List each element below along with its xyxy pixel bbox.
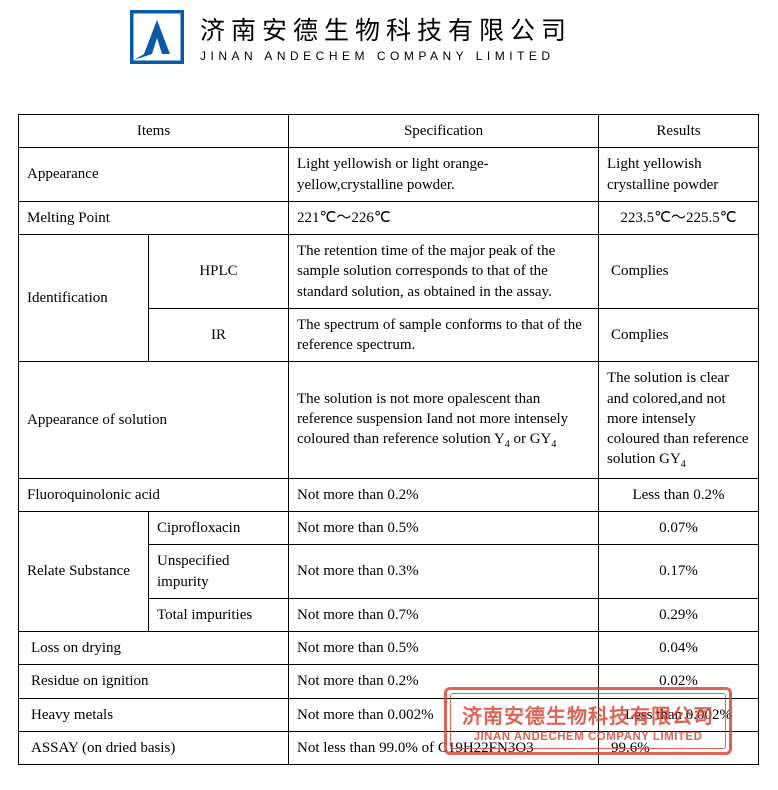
cell-spec: 221℃～226℃ [289, 201, 599, 234]
specification-table: Items Specification Results Appearance L… [18, 114, 759, 765]
company-logo [130, 10, 184, 64]
cell-result: 0.07% [599, 512, 759, 545]
cell-item: Residue on ignition [19, 665, 289, 698]
cell-item: Identification [19, 235, 149, 362]
cell-result: Light yellowish crystalline powder [599, 148, 759, 202]
cell-item: Appearance of solution [19, 362, 289, 479]
cell-result: 223.5℃～225.5℃ [599, 201, 759, 234]
cell-spec: Not more than 0.002% [289, 698, 599, 731]
company-name-en: JINAN ANDECHEM COMPANY LIMITED [200, 49, 572, 63]
header-items: Items [19, 115, 289, 148]
cell-item: Relate Substance [19, 512, 149, 632]
cell-spec: Not more than 0.2% [289, 665, 599, 698]
cell-result: Less than 0.2% [599, 478, 759, 511]
row-heavy-metals: Heavy metals Not more than 0.002% Less t… [19, 698, 759, 731]
row-melting-point: Melting Point 221℃～226℃ 223.5℃～225.5℃ [19, 201, 759, 234]
cell-item: Fluoroquinolonic acid [19, 478, 289, 511]
cell-spec: Not more than 0.5% [289, 512, 599, 545]
cell-sub-item: IR [149, 308, 289, 362]
header-specification: Specification [289, 115, 599, 148]
cell-spec: The solution is not more opalescent than… [289, 362, 599, 479]
company-header: 济南安德生物科技有限公司 JINAN ANDECHEM COMPANY LIMI… [0, 0, 778, 84]
row-identification-hplc: Identification HPLC The retention time o… [19, 235, 759, 309]
cell-result: The solution is clear and colored,and no… [599, 362, 759, 479]
cell-result: Less than 0.002% [599, 698, 759, 731]
row-assay: ASSAY (on dried basis) Not less than 99.… [19, 731, 759, 764]
cell-item: Heavy metals [19, 698, 289, 731]
cell-sub-item: HPLC [149, 235, 289, 309]
cell-sub-item: Total impurities [149, 598, 289, 631]
cell-spec: Not less than 99.0% of C19H22FN3O3 [289, 731, 599, 764]
cell-result: 0.17% [599, 545, 759, 599]
row-residue-ignition: Residue on ignition Not more than 0.2% 0… [19, 665, 759, 698]
cell-spec: The retention time of the major peak of … [289, 235, 599, 309]
cell-result: 0.02% [599, 665, 759, 698]
row-relate-cipro: Relate Substance Ciprofloxacin Not more … [19, 512, 759, 545]
cell-sub-item: Unspecified impurity [149, 545, 289, 599]
table-header-row: Items Specification Results [19, 115, 759, 148]
cell-spec: Not more than 0.3% [289, 545, 599, 599]
row-loss-on-drying: Loss on drying Not more than 0.5% 0.04% [19, 632, 759, 665]
cell-spec: Not more than 0.5% [289, 632, 599, 665]
cell-sub-item: Ciprofloxacin [149, 512, 289, 545]
cell-spec: Not more than 0.2% [289, 478, 599, 511]
cell-item: Loss on drying [19, 632, 289, 665]
cell-result: 99.6% [599, 731, 759, 764]
cell-spec: Light yellowish or light orange- yellow,… [289, 148, 599, 202]
cell-result: 0.04% [599, 632, 759, 665]
row-appearance: Appearance Light yellowish or light oran… [19, 148, 759, 202]
cell-spec: The spectrum of sample conforms to that … [289, 308, 599, 362]
cell-item: Appearance [19, 148, 289, 202]
cell-result: Complies [599, 308, 759, 362]
cell-result: Complies [599, 235, 759, 309]
cell-item: ASSAY (on dried basis) [19, 731, 289, 764]
cell-result: 0.29% [599, 598, 759, 631]
header-results: Results [599, 115, 759, 148]
cell-item: Melting Point [19, 201, 289, 234]
company-name-cn: 济南安德生物科技有限公司 [200, 11, 572, 47]
row-fluoroquinolonic: Fluoroquinolonic acid Not more than 0.2%… [19, 478, 759, 511]
row-appearance-solution: Appearance of solution The solution is n… [19, 362, 759, 479]
cell-spec: Not more than 0.7% [289, 598, 599, 631]
